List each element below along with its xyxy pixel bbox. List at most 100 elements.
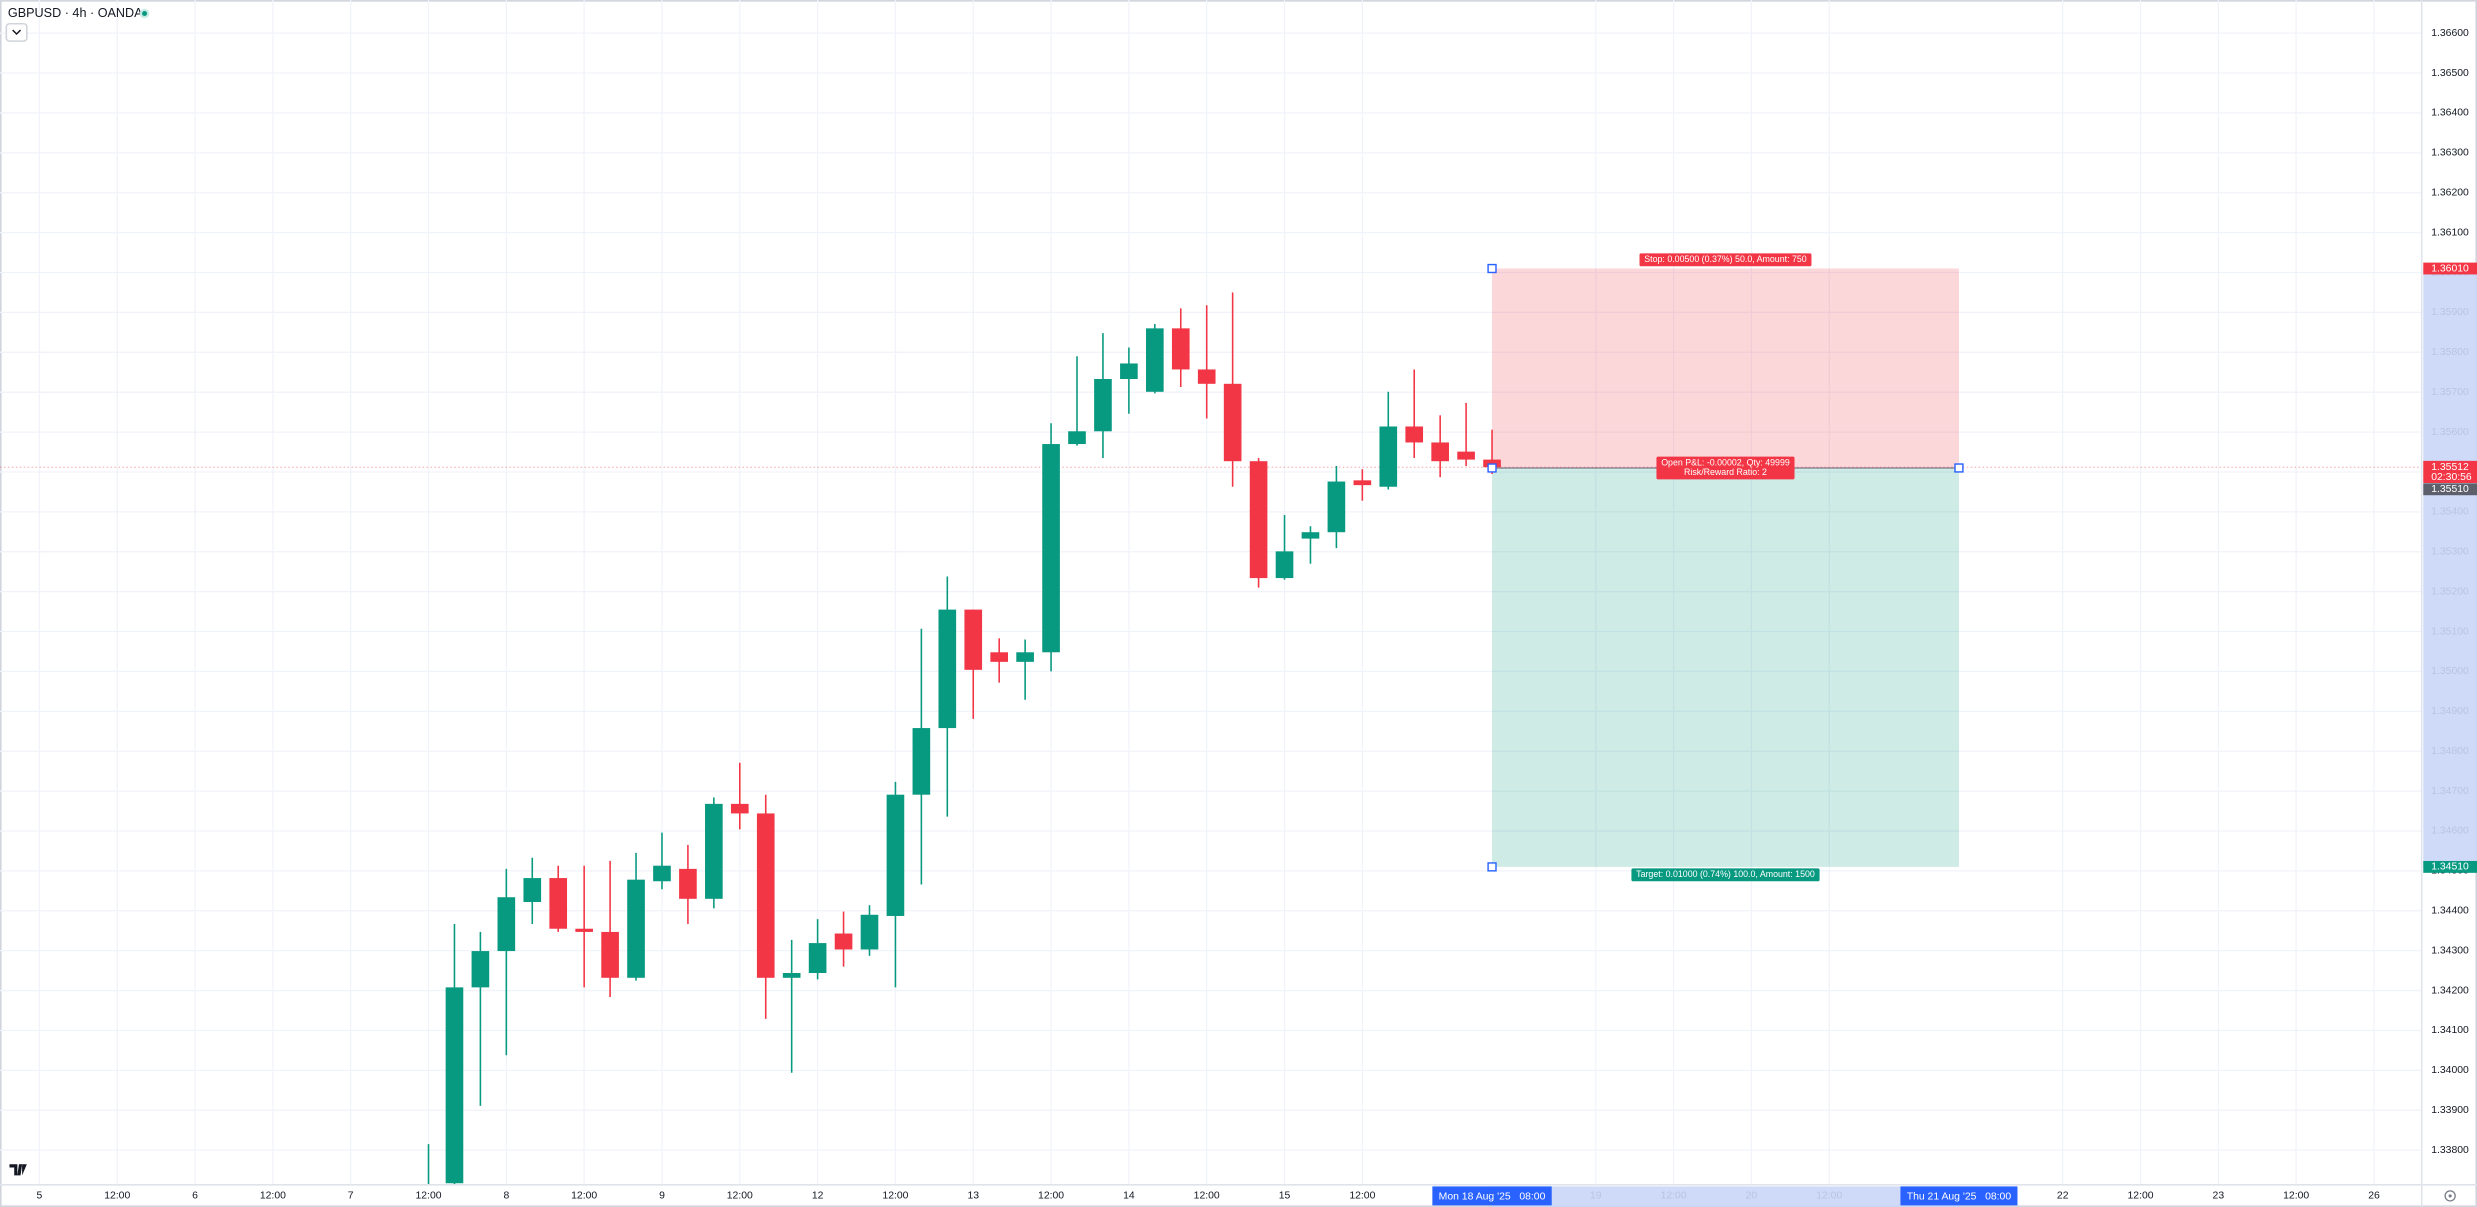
candle-body xyxy=(653,865,671,882)
y-tick-label: 1.36100 xyxy=(2431,227,2469,238)
symbol-title: GBPUSD · 4h · OANDA xyxy=(8,6,143,20)
chevron-icon xyxy=(12,29,22,36)
x-tick-label: 13 xyxy=(967,1191,979,1202)
x-tick-label: 9 xyxy=(659,1191,665,1202)
candle-body xyxy=(1016,652,1034,662)
candle-body xyxy=(1379,426,1398,487)
candle-body xyxy=(1094,379,1112,432)
y-tick-label: 1.34400 xyxy=(2431,906,2469,917)
candle-body xyxy=(1249,461,1268,579)
x-tick-label: 5 xyxy=(37,1191,43,1202)
settings-icon[interactable] xyxy=(2444,1190,2456,1202)
candle-body xyxy=(834,933,853,950)
pnl-label-bg xyxy=(1656,456,1795,480)
y-tick-label: 1.34000 xyxy=(2431,1065,2469,1076)
candle-body xyxy=(1146,328,1164,392)
time-range-highlight xyxy=(1492,1186,1959,1207)
position-handle[interactable] xyxy=(1954,463,1964,473)
stop-label-bg xyxy=(1639,253,1812,267)
x-tick-label: 22 xyxy=(2057,1191,2069,1202)
start-time-badge-bg xyxy=(1432,1186,1552,1206)
x-tick-label: 12:00 xyxy=(727,1191,753,1202)
candle-body xyxy=(1275,551,1294,579)
x-tick-label: 7 xyxy=(348,1191,354,1202)
candle-body xyxy=(782,973,801,978)
x-tick-label: 8 xyxy=(503,1191,509,1202)
candle-body xyxy=(445,987,464,1184)
countdown-badge: 02:30:56 xyxy=(2431,472,2472,483)
axes: 1.33800 1.33900 1.34000 1.34100 1.34200 1.343… xyxy=(37,28,2477,1207)
stop-price-badge-bg xyxy=(2423,262,2477,275)
y-tick-label: 1.33900 xyxy=(2431,1105,2469,1116)
candle-body xyxy=(1405,426,1424,443)
x-tick-label: 12:00 xyxy=(1038,1191,1064,1202)
stop-zone xyxy=(1492,268,1959,468)
target-label: Target: 0.01000 (0.74%) 100.0, Amount: 1… xyxy=(1631,868,1820,882)
entry-price-badge-bg xyxy=(2423,483,2477,496)
candle-body xyxy=(964,609,983,670)
candle-body xyxy=(1042,444,1060,653)
candle-body xyxy=(1120,363,1138,380)
position-handle[interactable] xyxy=(1487,263,1497,274)
x-tick-label: 12 xyxy=(812,1191,824,1202)
y-tick-label: 1.36300 xyxy=(2431,148,2469,159)
x-tick-label: 12:00 xyxy=(1349,1191,1375,1202)
x-tick-label: 12:00 xyxy=(571,1191,597,1202)
position-handle[interactable] xyxy=(1487,463,1497,473)
candle-body xyxy=(1431,442,1449,462)
candle-body xyxy=(705,803,723,899)
position-handle[interactable] xyxy=(1487,862,1497,872)
stop-label: Stop: 0.00500 (0.37%) 50.0, Amount: 750 xyxy=(1639,253,1812,267)
candle-body xyxy=(756,813,775,978)
target-label-text: Target: 0.01000 (0.74%) 100.0, Amount: 1… xyxy=(1636,869,1815,879)
end-time-badge-bg xyxy=(1900,1186,2018,1206)
candle-body xyxy=(549,878,568,929)
x-tick-label: 12:00 xyxy=(104,1191,130,1202)
candle-body xyxy=(808,943,827,974)
target-label-bg xyxy=(1631,868,1820,882)
y-tick-label: 1.36500 xyxy=(2431,68,2469,79)
y-tick-label: 1.34200 xyxy=(2431,985,2469,996)
legend-toggle[interactable] xyxy=(5,22,28,42)
x-tick-label: 12:00 xyxy=(415,1191,441,1202)
y-tick-label: 1.34300 xyxy=(2431,945,2469,956)
candle-body xyxy=(1171,328,1190,370)
candle-body xyxy=(523,878,542,903)
entry-price-badge: 1.35510 xyxy=(2431,484,2469,495)
last-price-badge-bg xyxy=(2423,460,2477,483)
x-tick-label: 23 xyxy=(2213,1191,2225,1202)
x-tick-label: 12:00 xyxy=(2128,1191,2154,1202)
target-price-badge-bg xyxy=(2423,860,2477,873)
candle-body xyxy=(1197,369,1216,384)
candle-body xyxy=(1457,451,1475,460)
y-tick-label: 1.36600 xyxy=(2431,28,2469,39)
last-price-badge: 1.35512 xyxy=(2431,462,2469,473)
pnl-label-text: Open P&L: -0.00002, Qty: 49999 xyxy=(1661,457,1790,467)
stop-price-badge: 1.36010 xyxy=(2431,263,2469,274)
y-tick-label: 1.33800 xyxy=(2431,1145,2469,1156)
x-tick-label: 26 xyxy=(2368,1191,2380,1202)
candle-body xyxy=(575,928,593,932)
candle-body xyxy=(938,609,957,729)
start-time-badge: Mon 18 Aug '25 08:00 xyxy=(1439,1191,1546,1202)
candle-body xyxy=(627,879,645,978)
y-tick-label: 1.34100 xyxy=(2431,1025,2469,1036)
x-tick-label: 15 xyxy=(1279,1191,1291,1202)
candle-body xyxy=(1353,480,1372,486)
candle-body xyxy=(990,652,1009,662)
price-range-highlight xyxy=(2423,268,2477,867)
candle-body xyxy=(1327,481,1346,533)
target-zone xyxy=(1492,467,1959,867)
candle-body xyxy=(730,803,749,814)
candle-body xyxy=(860,914,879,950)
plot-area xyxy=(0,268,2422,1185)
pnl-label-text: Risk/Reward Ratio: 2 xyxy=(1684,467,1767,477)
x-tick-label: 14 xyxy=(1123,1191,1135,1202)
candle-body xyxy=(497,897,516,952)
x-tick-label: 12:00 xyxy=(260,1191,286,1202)
candle-body xyxy=(601,931,619,978)
x-tick-label: 6 xyxy=(192,1191,198,1202)
status-dot xyxy=(142,10,148,17)
pnl-label: Open P&L: -0.00002, Qty: 49999Risk/Rewar… xyxy=(1656,456,1795,480)
